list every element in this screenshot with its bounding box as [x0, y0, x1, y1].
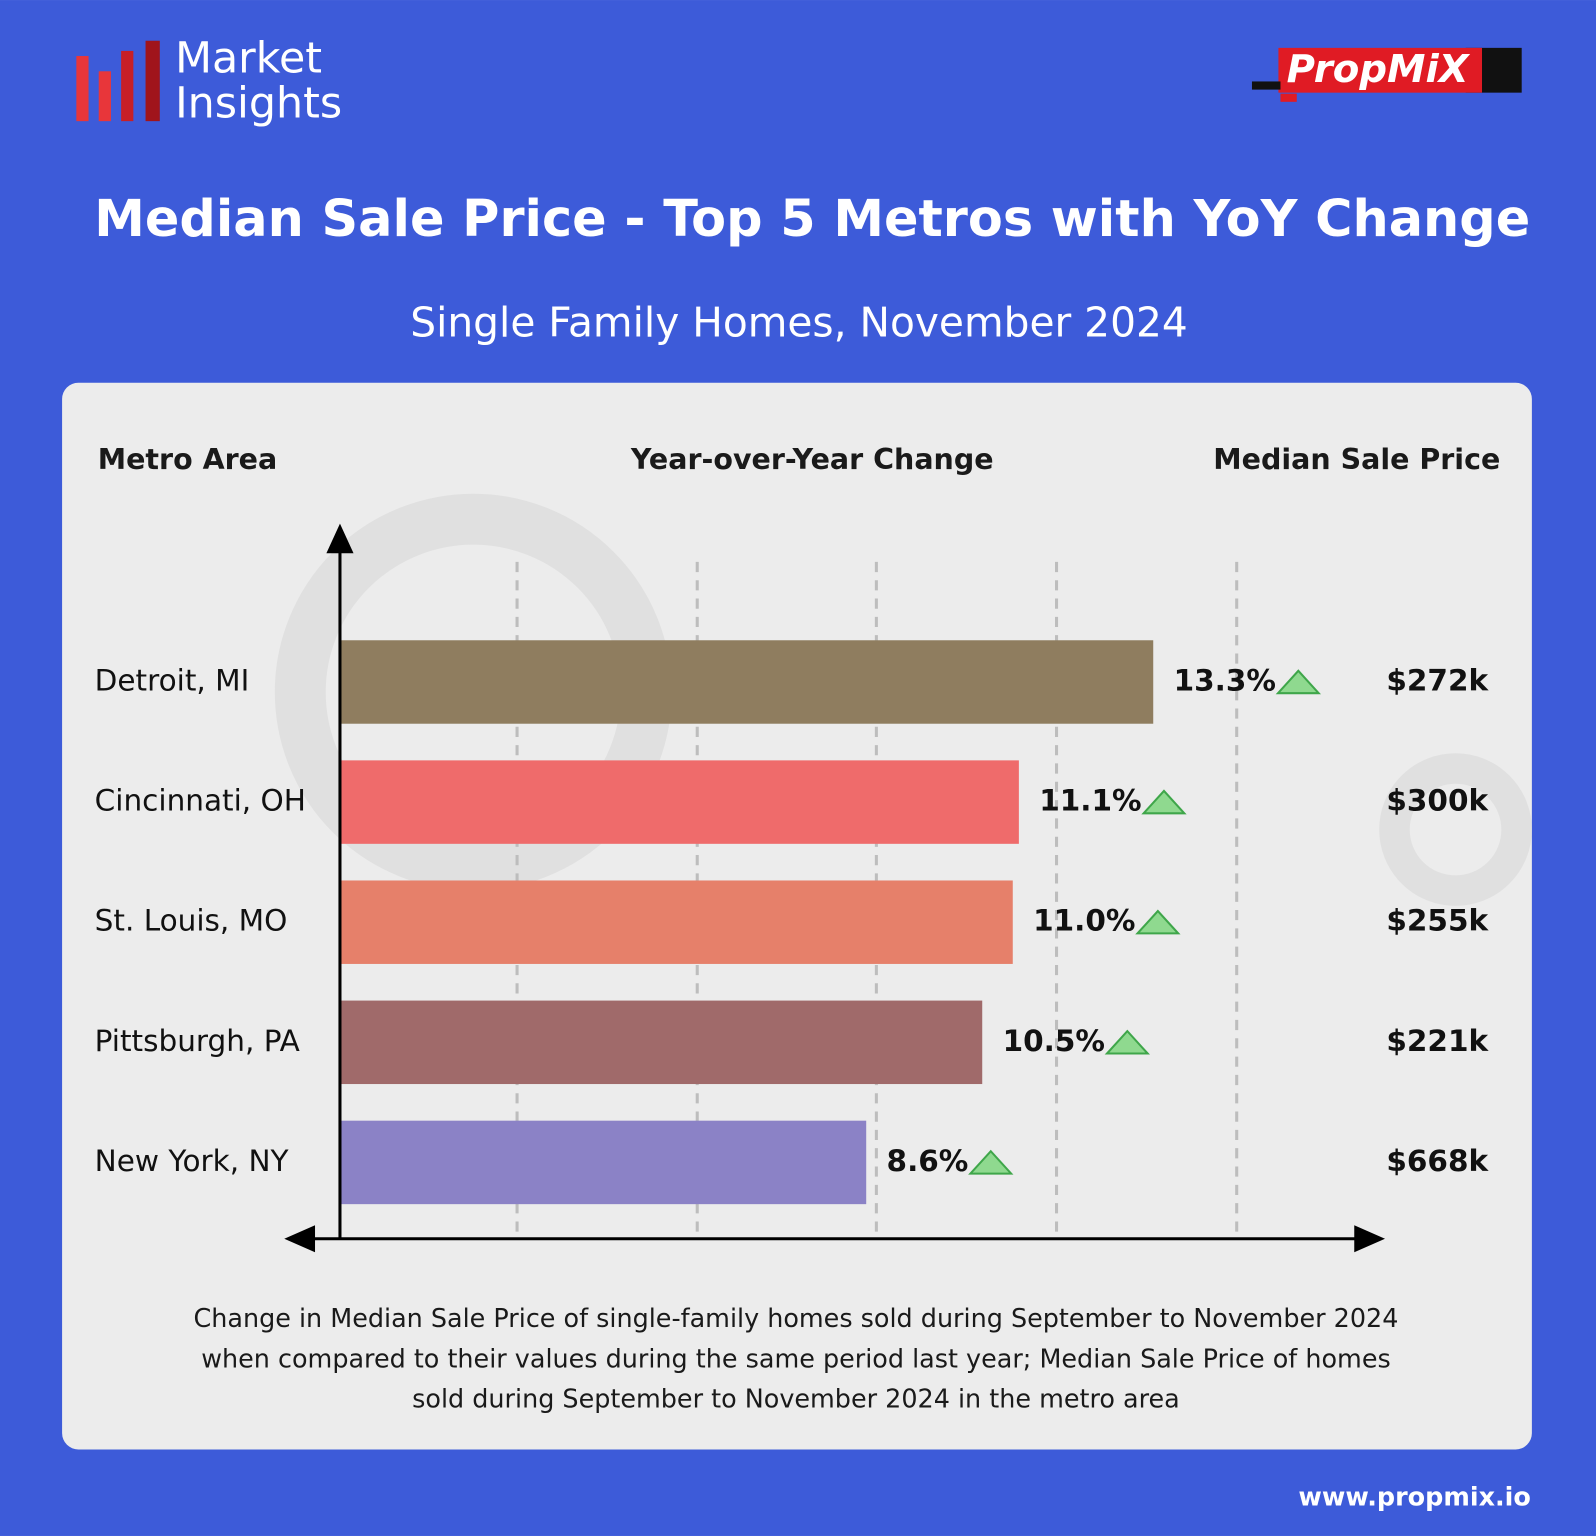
url: www.propmix.io — [1298, 1481, 1530, 1511]
footnote-line: Change in Median Sale Price of single-fa… — [194, 1303, 1399, 1333]
logo: Market Insights — [76, 34, 342, 128]
up-indicator — [1141, 789, 1187, 815]
price-label: $255k — [1386, 904, 1489, 938]
column-header: Median Sale Price — [1213, 443, 1500, 476]
up-indicator — [1104, 1029, 1150, 1055]
bar — [340, 640, 1154, 724]
value-label: 11.0% — [1033, 904, 1135, 938]
value-label: 8.6% — [887, 1144, 969, 1178]
chart-subtitle: Single Family Homes, November 2024 — [410, 299, 1188, 347]
brand-logo: PropMiX — [1251, 47, 1522, 102]
price-label: $300k — [1386, 784, 1489, 818]
bar — [340, 1000, 983, 1085]
footnote-line: sold during September to November 2024 i… — [412, 1384, 1180, 1414]
axes — [284, 523, 1386, 1253]
bar — [340, 1120, 867, 1205]
plot: Detroit, MI 13.3% $272k Cincinnati, OH 11.1%… — [95, 640, 1489, 1205]
price-label: $221k — [1386, 1024, 1489, 1058]
footnote-line: when compared to their values during the… — [201, 1343, 1391, 1373]
category-label: Cincinnati, OH — [95, 784, 306, 818]
value-label: 11.1% — [1039, 784, 1141, 818]
up-indicator — [1275, 669, 1321, 695]
category-label: New York, NY — [95, 1144, 290, 1178]
up-indicator — [968, 1149, 1014, 1175]
column-header: Metro Area — [98, 443, 278, 476]
footnote: Change in Median Sale Price of single-fa… — [194, 1303, 1399, 1413]
logo-text: Market — [175, 34, 322, 84]
value-label: 10.5% — [1003, 1024, 1105, 1058]
decoration — [1379, 753, 1532, 906]
brand-text: PropMiX — [1287, 47, 1471, 92]
bar — [340, 880, 1013, 964]
category-label: St. Louis, MO — [95, 904, 288, 938]
column-header: Year-over-Year Change — [630, 443, 994, 476]
value-label: 13.3% — [1174, 663, 1276, 697]
category-label: Detroit, MI — [95, 663, 250, 697]
logo-text: Insights — [175, 78, 342, 128]
price-label: $668k — [1386, 1144, 1489, 1178]
category-label: Pittsburgh, PA — [95, 1024, 300, 1058]
price-label: $272k — [1386, 663, 1489, 697]
bar — [340, 760, 1019, 844]
chart-title: Median Sale Price - Top 5 Metros with Yo… — [94, 190, 1530, 249]
up-indicator — [1135, 909, 1181, 935]
